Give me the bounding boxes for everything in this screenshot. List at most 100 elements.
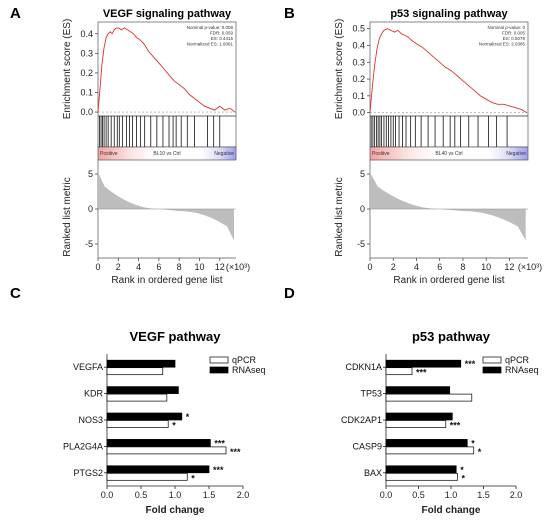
x-tick-label: 1.5 — [477, 490, 490, 500]
x-tick-label: 2 — [391, 262, 396, 272]
legend-label-qpcr: qPCR — [505, 355, 530, 365]
significance-marker: *** — [465, 359, 476, 369]
stat-line: FDR: 0.005 — [502, 31, 526, 36]
ranked-metric-area — [370, 172, 526, 241]
panel-title: p53 signaling pathway — [390, 8, 508, 20]
significance-marker: * — [471, 438, 475, 448]
ranked-metric-area — [98, 172, 234, 241]
category-label: CASP9 — [352, 441, 382, 451]
strip-label-negative: Negative — [506, 151, 526, 157]
es-tick-label: 0.0 — [352, 108, 365, 118]
x-axis-label: Fold change — [422, 505, 481, 516]
x-tick-label: 2.0 — [237, 490, 250, 500]
legend-label-qpcr: qPCR — [232, 355, 257, 365]
significance-marker: * — [460, 465, 464, 475]
stat-line: ES: 0.5079 — [503, 36, 526, 41]
x-tick-label: 8 — [460, 262, 465, 272]
category-label: KDR — [84, 389, 104, 399]
strip-label-comparison: BL40 vs Ctrl — [435, 151, 462, 157]
x-multiplier-label: (×10³) — [226, 262, 250, 272]
significance-marker: *** — [416, 368, 427, 378]
stat-line: FDR: 0.059 — [210, 31, 234, 36]
stat-line: Nominal p-value: 0 — [487, 25, 525, 30]
x-axis-label: Rank in ordered gene list — [111, 275, 222, 286]
rank-gradient-strip — [97, 146, 237, 161]
legend-swatch-qpcr — [209, 356, 229, 364]
significance-marker: *** — [214, 438, 225, 448]
metric-tick-label: 5 — [88, 169, 93, 179]
es-tick-label: 0.4 — [352, 41, 365, 51]
legend-swatch-qpcr — [482, 356, 502, 364]
x-tick-label: 6 — [156, 262, 161, 272]
panel-letter-b: B — [284, 5, 295, 22]
x-tick-label: 8 — [177, 262, 182, 272]
stat-line: Nominal p-value: 0.008 — [187, 25, 234, 30]
bar-rnaseq — [385, 465, 457, 474]
bar-rnaseq — [106, 359, 176, 368]
x-tick-label: 1.5 — [203, 490, 216, 500]
panel-letter-a: A — [10, 5, 21, 22]
category-label: TP53 — [360, 389, 382, 399]
es-axis-label: Enrichment score (ES) — [334, 19, 345, 120]
bar-qpcr — [106, 420, 169, 428]
bar-qpcr — [106, 367, 164, 376]
strip-label-comparison: BL10 vs Ctrl — [153, 151, 180, 157]
x-tick-label: 1.0 — [169, 490, 182, 500]
bar-qpcr — [385, 393, 473, 402]
panel-letter-c: C — [10, 285, 21, 302]
es-tick-label: 0.1 — [352, 91, 365, 101]
x-tick-label: 10 — [194, 262, 204, 272]
panel-title: p53 pathway — [412, 329, 491, 344]
x-tick-label: 0 — [95, 262, 100, 272]
significance-marker: *** — [213, 465, 224, 475]
hits-frame — [97, 115, 237, 148]
significance-marker: * — [462, 473, 466, 483]
panel-title: VEGF pathway — [129, 329, 221, 344]
metric-axis-label: Ranked list metric — [62, 177, 73, 256]
es-tick-label: 0.2 — [352, 74, 365, 84]
x-tick-label: 10 — [481, 262, 491, 272]
category-label: PTGS2 — [73, 468, 103, 478]
panel-letter-d: D — [284, 285, 295, 302]
panel-title: VEGF signaling pathway — [103, 8, 232, 20]
strip-label-positive: Positive — [100, 151, 118, 157]
metric-tick-label: -5 — [85, 239, 93, 249]
significance-marker: * — [186, 412, 190, 422]
bar-rnaseq — [106, 465, 210, 474]
bar-rnaseq — [385, 386, 451, 394]
metric-tick-label: -5 — [357, 239, 365, 249]
bar-qpcr — [385, 472, 458, 481]
x-tick-label: 0 — [367, 262, 372, 272]
bar-rnaseq — [106, 412, 183, 421]
x-tick-label: 1.0 — [445, 490, 458, 500]
legend-label-rnaseq: RNAseq — [505, 365, 539, 375]
es-curve — [369, 28, 528, 113]
bar-qpcr — [106, 472, 188, 481]
category-label: BAX — [364, 468, 382, 478]
category-label: NOS3 — [78, 415, 103, 425]
category-label: VEGFA — [73, 362, 103, 372]
strip-label-negative: Negative — [214, 151, 234, 157]
legend-swatch-rnaseq — [482, 366, 502, 374]
x-tick-label: 0.5 — [135, 490, 148, 500]
bar-qpcr — [106, 446, 227, 455]
legend-label-rnaseq: RNAseq — [232, 365, 266, 375]
es-tick-label: 0.2 — [80, 68, 93, 78]
bar-rnaseq — [385, 412, 453, 421]
x-axis-label: Rank in ordered gene list — [393, 275, 504, 286]
stat-line: Normalized ES: 2.0385 — [479, 42, 526, 47]
category-label: CDKN1A — [345, 362, 382, 372]
stat-line: ES: 0.4415 — [211, 36, 234, 41]
x-tick-label: 2 — [116, 262, 121, 272]
bar-qpcr — [385, 367, 413, 376]
bar-rnaseq — [106, 386, 179, 394]
metric-axis-label: Ranked list metric — [334, 177, 345, 256]
bar-rnaseq — [385, 359, 462, 368]
es-curve — [97, 27, 236, 113]
bar-rnaseq — [385, 439, 468, 447]
x-tick-label: 4 — [414, 262, 419, 272]
x-tick-label: 4 — [136, 262, 141, 272]
x-tick-label: 12 — [504, 262, 514, 272]
x-tick-label: 0.0 — [101, 490, 114, 500]
